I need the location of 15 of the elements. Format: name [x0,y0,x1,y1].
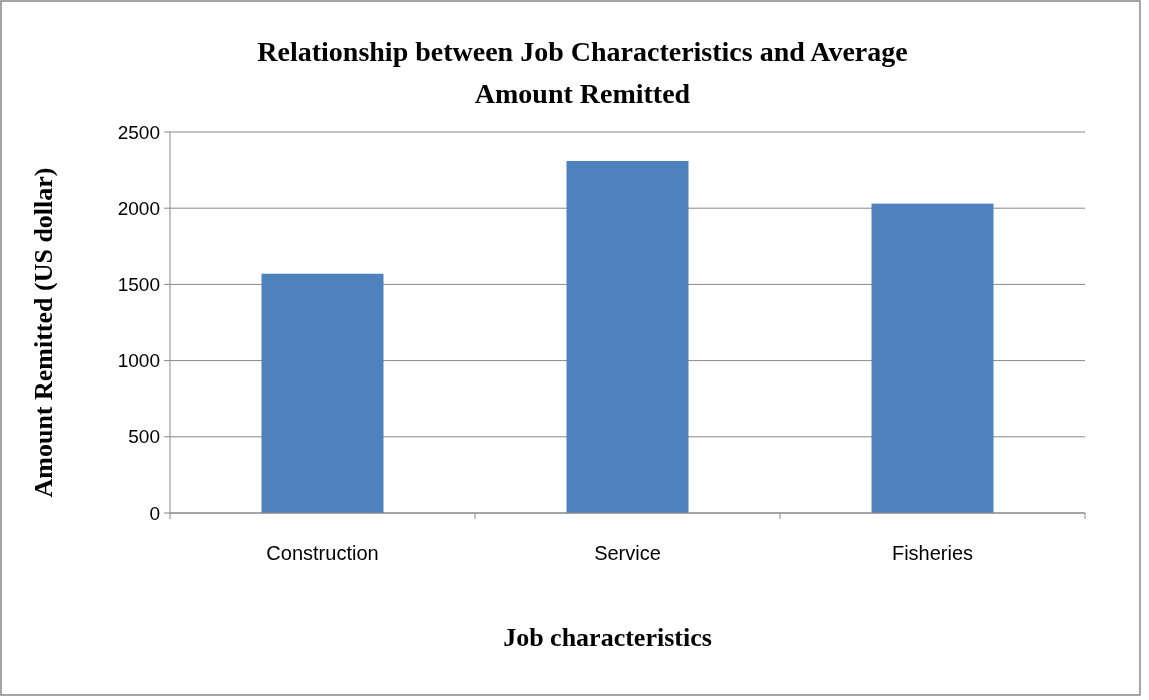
x-tick-label: Construction [266,542,379,564]
y-tick-label: 1500 [117,274,160,296]
bar [566,160,689,513]
bar [261,273,384,513]
y-axis-title: Amount Remitted (US dollar) [29,167,58,498]
x-tick-label: Fisheries [891,542,974,564]
y-tick-label: 500 [128,426,160,448]
y-tick-label: 2000 [117,197,160,219]
y-tick-label: 1000 [117,350,160,372]
y-tick-label: 0 [149,502,160,524]
x-axis-title: Job characteristics [503,623,712,652]
chart-title: Relationship between Job Characteristics and Average Amount Remitted [257,36,908,109]
y-tick-label: 2500 [117,121,160,143]
x-tick-label: Service [594,542,661,564]
bar [871,203,994,513]
